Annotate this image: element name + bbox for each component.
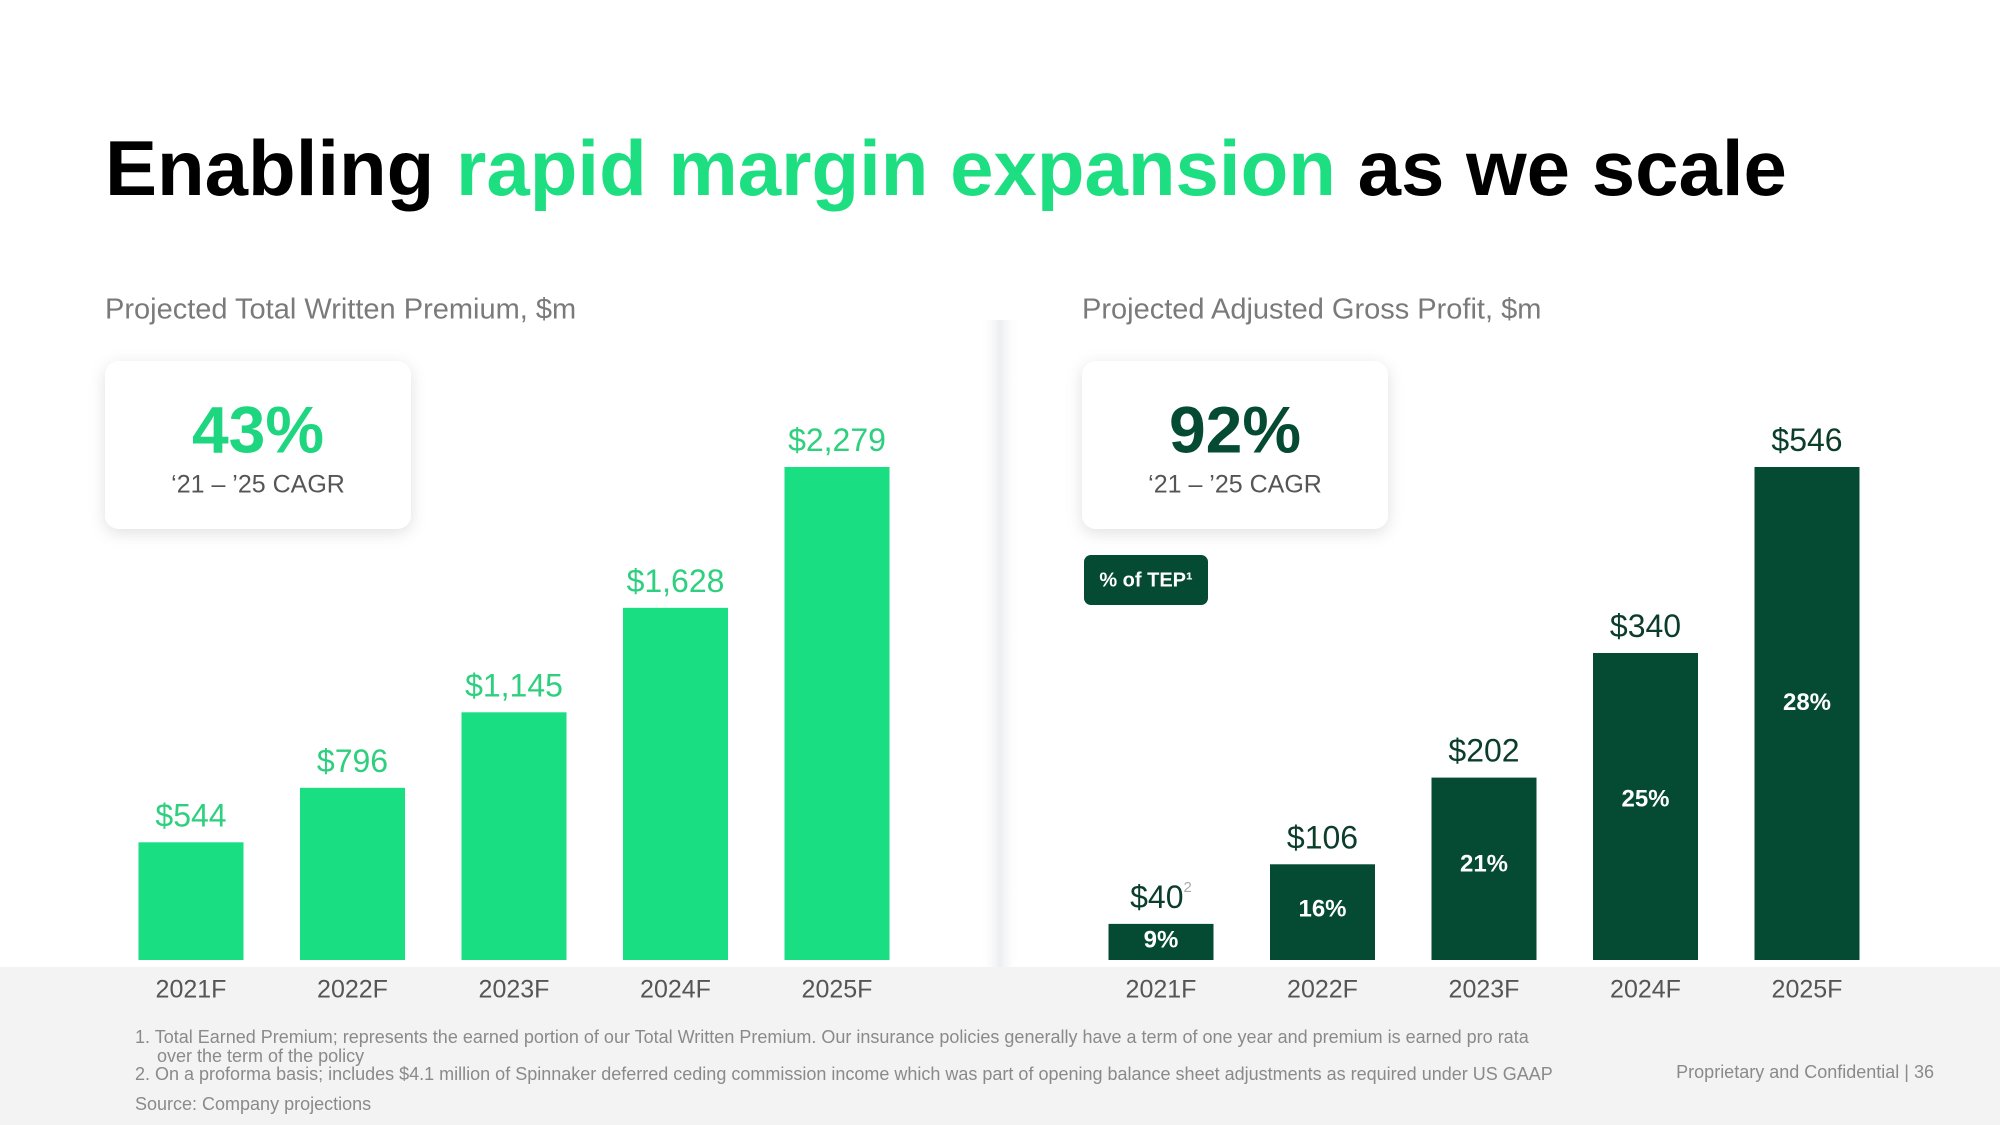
bar <box>1270 864 1375 960</box>
share-label: 9% <box>1144 927 1179 954</box>
value-label-text: $546 <box>1771 422 1842 458</box>
value-label: $796 <box>317 743 388 779</box>
bar <box>1431 777 1537 960</box>
x-tick-label: 2023F <box>479 976 550 1004</box>
share-label: 25% <box>1621 786 1669 813</box>
bar <box>1593 653 1698 960</box>
footnote-text: On a proforma basis; includes $4.1 milli… <box>155 1064 1553 1084</box>
value-label-text: $2,279 <box>788 422 886 458</box>
slide-title: Enabling rapid margin expansion as we sc… <box>105 124 1787 212</box>
footnote-text: Total Earned Premium; represents the ear… <box>155 1027 1530 1047</box>
bar <box>1754 467 1860 960</box>
x-tick-label: 2025F <box>802 976 873 1004</box>
annotation: % of TEP¹ <box>1099 569 1193 591</box>
value-label: $2,279 <box>788 422 886 458</box>
x-tick-label: 2021F <box>156 976 227 1004</box>
kpi-value: 43% <box>192 392 324 466</box>
value-label: $106 <box>1287 820 1358 856</box>
footnote-ref: 2 <box>1184 879 1192 896</box>
title-highlight: rapid margin expansion <box>456 124 1336 212</box>
bar <box>623 607 728 960</box>
title-part: as we scale <box>1358 124 1787 212</box>
title-part: Enabling <box>105 124 434 212</box>
x-tick-label: 2022F <box>1287 976 1358 1004</box>
bar <box>1108 923 1214 960</box>
value-label: $1,628 <box>627 563 725 599</box>
source: Source: Company projections <box>135 1094 371 1114</box>
bar <box>784 467 890 960</box>
value-label-text: $1,628 <box>627 563 725 599</box>
value-label: $544 <box>155 798 226 834</box>
value-label: $546 <box>1771 422 1842 458</box>
x-tick-label: 2025F <box>1772 976 1843 1004</box>
share-label: 16% <box>1298 896 1346 923</box>
footnote: over the term of the policy <box>157 1046 364 1066</box>
footnote: 1. Total Earned Premium; represents the … <box>135 1027 1530 1047</box>
value-label-text: $106 <box>1287 820 1358 856</box>
bar <box>461 712 567 960</box>
confidential: Proprietary and Confidential | 36 <box>1676 1062 1934 1082</box>
x-tick-label: 2023F <box>1449 976 1520 1004</box>
x-tick-label: 2024F <box>640 976 711 1004</box>
value-label-text: $544 <box>155 798 226 834</box>
value-label: $340 <box>1610 608 1681 644</box>
x-tick-label: 2021F <box>1126 976 1197 1004</box>
x-tick-label: 2024F <box>1610 976 1681 1004</box>
share-label: 28% <box>1783 689 1831 716</box>
kpi-caption: ‘21 – ’25 CAGR <box>171 471 345 499</box>
value-label-text: $796 <box>317 743 388 779</box>
value-label: $202 <box>1448 733 1519 769</box>
bar <box>138 842 244 960</box>
value-label-text: $1,145 <box>465 668 563 704</box>
kpi-box <box>1082 361 1388 529</box>
chart-subtitle: Projected Adjusted Gross Profit, $m <box>1082 294 1541 326</box>
separator <box>980 320 1020 967</box>
share-label: 21% <box>1460 850 1508 877</box>
value-label: $402 <box>1130 879 1192 915</box>
kpi-value: 92% <box>1169 392 1301 466</box>
kpi-box <box>105 361 411 529</box>
footer-band <box>0 967 2000 1125</box>
value-label-text: $202 <box>1448 733 1519 769</box>
footnote: 2. On a proforma basis; includes $4.1 mi… <box>135 1064 1553 1084</box>
value-label-text: $40 <box>1130 879 1183 915</box>
kpi-caption: ‘21 – ’25 CAGR <box>1148 471 1322 499</box>
annotation-badge <box>1084 555 1208 605</box>
bar <box>300 787 405 960</box>
chart-subtitle: Projected Total Written Premium, $m <box>105 294 576 326</box>
x-tick-label: 2022F <box>317 976 388 1004</box>
value-label: $1,145 <box>465 668 563 704</box>
value-label-text: $340 <box>1610 608 1681 644</box>
